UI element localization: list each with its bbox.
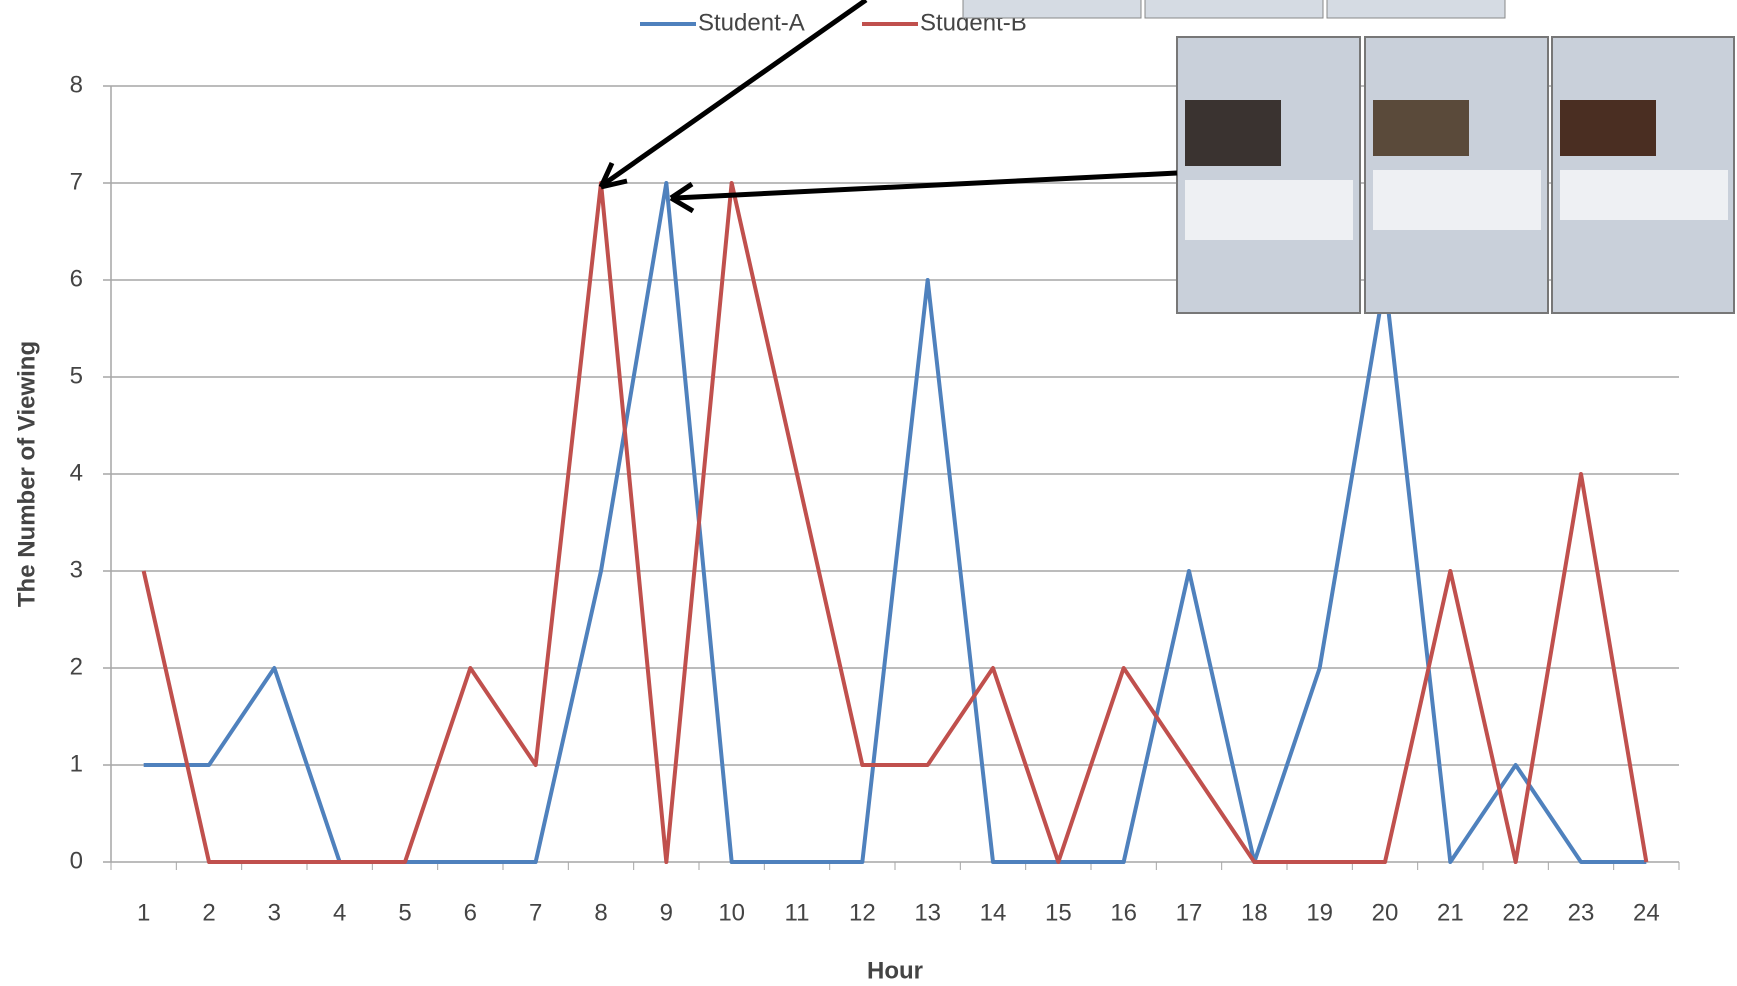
x-tick-label: 24 [1633, 899, 1660, 926]
thumbnail [1177, 37, 1360, 313]
x-tick-label: 15 [1045, 899, 1072, 926]
thumbnail [963, 0, 1141, 18]
chart: Hour The Number of Viewing 0123456781234… [0, 0, 1737, 981]
y-tick-label: 3 [70, 556, 83, 583]
x-tick-label: 13 [914, 899, 941, 926]
x-tick-label: 21 [1437, 899, 1464, 926]
x-tick-label: 9 [660, 899, 673, 926]
arrow [675, 173, 1177, 198]
x-tick-label: 4 [333, 899, 346, 926]
x-tick-label: 19 [1306, 899, 1333, 926]
thumbnail [1145, 0, 1323, 18]
x-tick-label: 6 [464, 899, 477, 926]
thumbnail-image [1185, 100, 1281, 166]
x-tick-label: 14 [980, 899, 1007, 926]
x-tick-label: 18 [1241, 899, 1268, 926]
y-axis-label: The Number of Viewing [13, 341, 40, 607]
x-tick-label: 12 [849, 899, 876, 926]
x-axis-label: Hour [867, 957, 923, 981]
thumbnail [1327, 0, 1505, 18]
thumbnail-text [1560, 170, 1728, 220]
y-tick-label: 6 [70, 265, 83, 292]
y-tick-label: 7 [70, 168, 83, 195]
thumbnail-text [1373, 170, 1541, 230]
x-tick-label: 1 [137, 899, 150, 926]
x-tick-label: 20 [1372, 899, 1399, 926]
y-tick-label: 5 [70, 362, 83, 389]
x-tick-label: 8 [594, 899, 607, 926]
x-tick-label: 23 [1568, 899, 1595, 926]
thumbnail-text [1185, 180, 1353, 240]
thumbnail-image [1373, 100, 1469, 156]
x-tick-label: 16 [1110, 899, 1137, 926]
x-tick-label: 17 [1176, 899, 1203, 926]
y-tick-label: 0 [70, 847, 83, 874]
thumbnail-image [1560, 100, 1656, 156]
x-tick-label: 7 [529, 899, 542, 926]
thumbnail-group [1177, 37, 1734, 313]
x-tick-label: 22 [1502, 899, 1529, 926]
x-tick-label: 2 [202, 899, 215, 926]
y-tick-label: 8 [70, 71, 83, 98]
y-tick-label: 2 [70, 653, 83, 680]
legend-label: Student-A [698, 9, 805, 36]
x-tick-label: 11 [785, 899, 810, 926]
x-tick-label: 10 [718, 899, 745, 926]
y-tick-label: 1 [70, 750, 83, 777]
y-tick-label: 4 [70, 459, 83, 486]
screenshots [601, 0, 1734, 313]
x-tick-label: 5 [398, 899, 411, 926]
x-tick-label: 3 [268, 899, 281, 926]
